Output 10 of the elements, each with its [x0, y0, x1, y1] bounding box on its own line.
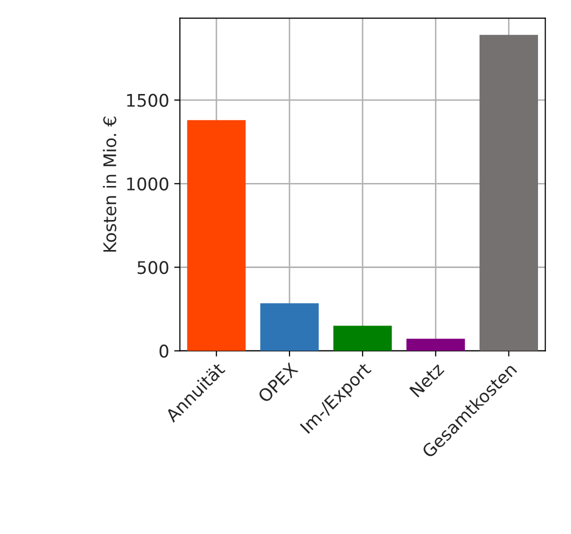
y-axis-title: Kosten in Mio. € — [102, 116, 116, 252]
y-tick-label: 500 — [138, 260, 168, 274]
bar — [260, 303, 319, 351]
y-tick-label: 1500 — [127, 94, 168, 107]
bar — [187, 120, 246, 351]
y-tick-label: 1000 — [127, 177, 168, 191]
bar — [480, 34, 538, 351]
y-tick-label: 0 — [160, 344, 168, 358]
bar — [406, 338, 465, 351]
bar — [333, 326, 392, 351]
